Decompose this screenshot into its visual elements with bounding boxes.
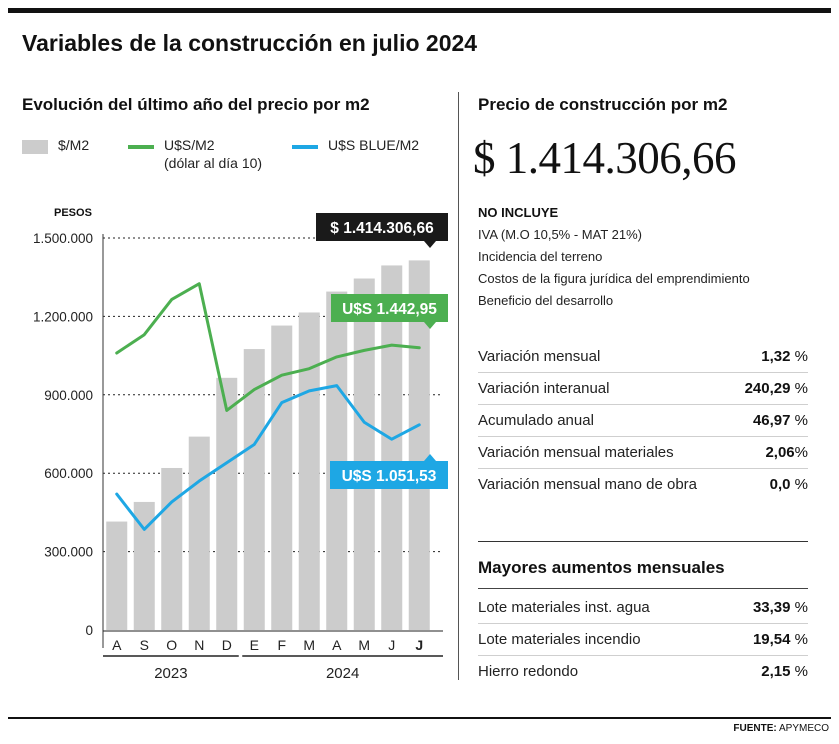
y-tick-label: 1.200.000: [33, 309, 93, 324]
bar: [133, 501, 155, 630]
chart-title: Evolución del último año del precio por …: [22, 95, 370, 114]
x-tick-label: D: [222, 637, 232, 653]
usd-line: [115, 282, 421, 412]
x-tick-label: O: [166, 637, 177, 653]
stat-value: 2,06%: [765, 444, 808, 461]
annotation-blue-text: U$S 1.051,53: [342, 468, 437, 485]
bar: [381, 265, 403, 630]
excludes-item: Incidencia del terreno: [478, 249, 603, 264]
excludes-item: Costos de la figura jurídica del emprend…: [478, 271, 750, 286]
stats-table: Variación mensual 1,32 % Variación inter…: [478, 341, 808, 501]
excludes-item: Beneficio del desarrollo: [478, 293, 614, 308]
bar: [216, 377, 238, 630]
excludes-item: IVA (M.O 10,5% - MAT 21%): [478, 227, 642, 242]
bar: [106, 521, 128, 630]
x-tick-label: A: [112, 637, 122, 653]
y-tick-label: 1.500.000: [33, 231, 93, 246]
legend-label-pesos: $/M2: [58, 137, 90, 153]
bar: [326, 291, 348, 630]
y-tick-label: 600.000: [44, 466, 93, 481]
x-tick-label: M: [358, 637, 370, 653]
legend-sublabel-usd: (dólar al día 10): [164, 155, 263, 171]
increase-label: Lote materiales incendio: [478, 631, 641, 648]
stat-value: 240,29 %: [744, 380, 808, 397]
stat-row: Variación mensual materiales 2,06%: [478, 437, 808, 469]
source-note: FUENTE: APYMECO: [733, 723, 829, 734]
increase-row: Hierro redondo 2,15 %: [478, 656, 808, 688]
section-divider: [478, 588, 808, 589]
annotation-usd-pointer: [424, 322, 436, 329]
stat-value: 0,0 %: [769, 476, 808, 493]
increase-label: Lote materiales inst. agua: [478, 599, 650, 616]
bar: [353, 278, 375, 630]
x-tick-label: A: [332, 637, 342, 653]
stat-row: Variación mensual 1,32 %: [478, 341, 808, 373]
annotation-usd-box: [331, 294, 448, 322]
x-tick-label: E: [250, 637, 259, 653]
x-tick-label: F: [277, 637, 286, 653]
bar: [188, 436, 210, 630]
bar: [161, 467, 183, 630]
bottom-rule: [8, 717, 831, 719]
bar: [408, 260, 430, 630]
x-tick-label: J: [388, 637, 395, 653]
stat-label: Variación mensual materiales: [478, 444, 674, 461]
stat-row: Variación mensual mano de obra 0,0 %: [478, 469, 808, 501]
excludes-title: NO INCLUYE: [478, 205, 559, 220]
annotation-blue-box: [330, 461, 448, 489]
x-tick-label: M: [303, 637, 315, 653]
annotation-pesos-box: [316, 213, 448, 241]
section-divider: [478, 541, 808, 542]
stat-value: 46,97 %: [752, 412, 808, 429]
stat-label: Acumulado anual: [478, 412, 594, 429]
bar: [243, 349, 265, 630]
increase-value: 33,39 %: [752, 599, 808, 616]
y-tick-label: 900.000: [44, 388, 93, 403]
legend-label-usd: U$S/M2: [164, 137, 215, 153]
price-section-title: Precio de construcción por m2: [478, 95, 728, 114]
increase-value: 19,54 %: [752, 631, 808, 648]
excludes-list: IVA (M.O 10,5% - MAT 21%) Incidencia del…: [478, 224, 750, 312]
year-label-2023: 2023: [154, 665, 187, 682]
x-tick-label: J: [415, 637, 423, 653]
stat-value: 1,32 %: [761, 348, 808, 365]
y-axis-label: PESOS: [54, 207, 92, 219]
big-price: $ 1.414.306,66: [473, 133, 737, 183]
annotation-usd-text: U$S 1.442,95: [342, 301, 437, 318]
bar: [271, 325, 293, 630]
increase-value: 2,15 %: [761, 663, 808, 680]
increase-label: Hierro redondo: [478, 663, 579, 680]
top-rule: [8, 8, 831, 13]
blue-line: [115, 384, 421, 531]
stat-row: Acumulado anual 46,97 %: [478, 405, 808, 437]
increase-row: Lote materiales incendio 19,54 %: [478, 624, 808, 656]
annotation-blue-pointer: [424, 454, 436, 461]
stat-label: Variación mensual mano de obra: [478, 476, 698, 493]
x-tick-label: N: [194, 637, 204, 653]
legend-swatch-pesos: [22, 140, 48, 154]
legend-label-blue: U$S BLUE/M2: [328, 137, 420, 153]
year-label-2024: 2024: [326, 665, 359, 682]
legend-swatch-blue: [292, 145, 318, 149]
annotation-pesos-text: $ 1.414.306,66: [330, 220, 434, 237]
page-title: Variables de la construcción en julio 20…: [22, 30, 478, 56]
stat-row: Variación interanual 240,29 %: [478, 373, 808, 405]
y-tick-label: 300.000: [44, 545, 93, 560]
vertical-divider: [458, 92, 459, 680]
x-tick-label: S: [140, 637, 149, 653]
y-tick-label: 0: [85, 623, 93, 638]
increases-table: Lote materiales inst. agua 33,39 % Lote …: [478, 592, 808, 688]
price-chart: PESOS 0 300.000 600.000 900.000 1.200.000 1.50…: [33, 207, 448, 682]
stat-label: Variación interanual: [478, 380, 610, 397]
bar: [298, 312, 320, 630]
annotation-pesos-pointer: [424, 241, 436, 248]
increase-row: Lote materiales inst. agua 33,39 %: [478, 592, 808, 624]
legend-swatch-usd: [128, 145, 154, 149]
stat-label: Variación mensual: [478, 348, 601, 365]
increases-title: Mayores aumentos mensuales: [478, 558, 725, 577]
